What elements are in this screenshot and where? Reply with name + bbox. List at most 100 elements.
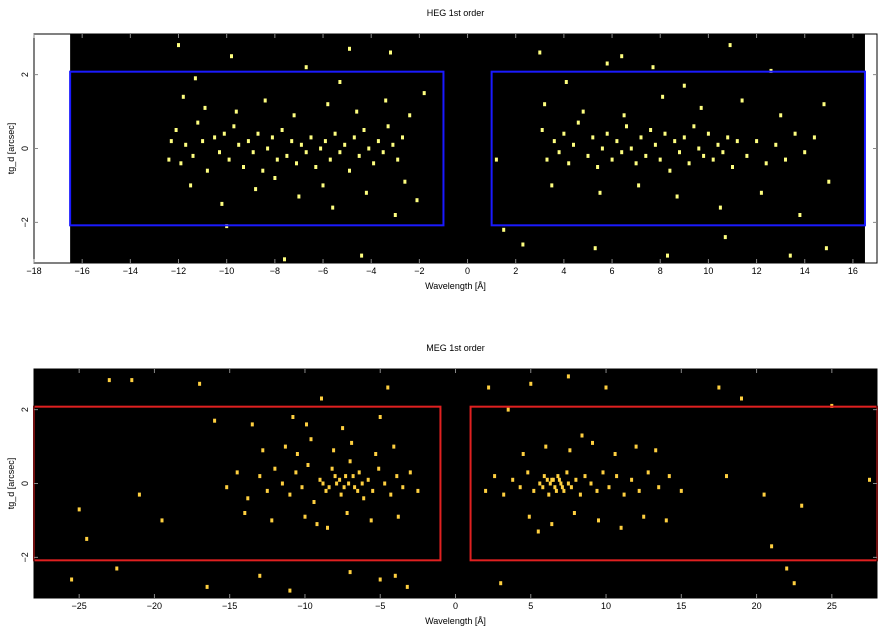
heg-point [634,161,638,166]
meg-point [318,477,322,482]
meg-point [493,474,497,479]
heg-point [494,157,498,162]
heg-point [362,128,366,132]
meg-point [544,444,548,449]
heg-point [299,142,303,147]
heg-point [755,139,759,144]
meg-points [70,374,871,593]
heg-point [723,235,727,240]
heg-point [213,135,217,140]
heg-point [179,161,183,166]
heg-point [290,139,294,144]
heg-point [564,80,568,84]
meg-point [339,492,343,497]
meg-y-axis-label: tg_d [arcsec] [6,458,16,510]
heg-point [649,128,653,132]
meg-point [280,481,284,486]
heg-x-tick-label: 6 [610,266,615,276]
heg-point [682,135,686,140]
heg-point [203,105,207,110]
meg-point [320,396,323,401]
heg-point [256,131,260,136]
meg-point [273,466,277,471]
meg-x-tick-label: −20 [147,601,162,611]
meg-point [315,522,319,527]
heg-x-tick-label: 16 [848,266,858,276]
heg-point [666,253,669,258]
meg-point [130,378,134,383]
meg-x-tick-label: 25 [827,601,837,611]
meg-point [591,440,594,445]
heg-point [396,157,400,162]
heg-y-tick-label: 2 [20,72,30,77]
heg-point [220,201,224,206]
heg-point [270,135,274,140]
meg-point [740,396,743,401]
meg-point [487,385,491,390]
meg-point [395,474,399,479]
meg-point [502,492,506,497]
heg-point [177,43,180,48]
meg-point [541,485,545,490]
heg-y-tick-label: −2 [20,217,30,227]
heg-point [201,139,205,144]
heg-point [403,179,407,184]
meg-point [77,507,81,512]
heg-point [803,150,807,155]
meg-point [553,485,557,490]
meg-point [405,584,409,589]
meg-point [521,452,525,456]
heg-point [798,213,802,217]
heg-point [699,105,703,110]
meg-point [560,485,564,490]
meg-point [378,577,382,582]
meg-point [326,525,329,530]
meg-point [679,488,683,493]
meg-point [657,485,661,490]
meg-point [389,492,393,497]
meg-point [601,470,605,475]
meg-point [321,481,325,486]
meg-point [569,485,573,490]
heg-point [314,165,318,169]
meg-title: MEG 1st order [426,343,485,353]
heg-point [759,190,763,195]
heg-point [338,150,342,155]
meg-point [270,518,274,523]
heg-point [576,120,580,125]
heg-point [422,91,426,96]
meg-point [377,466,381,471]
meg-point [392,444,396,449]
meg-y-tick-label: −2 [20,552,30,562]
meg-point [288,492,292,497]
meg-plot-area [34,369,877,598]
heg-point [196,120,200,125]
meg-point [344,474,348,479]
heg-point [591,135,595,140]
heg-point [232,124,236,129]
heg-point [364,190,368,195]
heg-point [348,46,351,51]
meg-point [341,426,345,431]
heg-point [181,94,185,99]
heg-point [367,146,371,151]
meg-point [393,573,397,578]
meg-point [642,514,646,519]
meg-point [538,481,542,486]
meg-point [654,448,658,453]
meg-point [338,477,342,482]
heg-point [545,157,549,162]
meg-point [499,581,503,586]
heg-point [283,257,286,262]
meg-point [288,588,292,593]
heg-point [230,54,233,59]
heg-point [629,146,633,151]
heg-point [610,157,614,162]
heg-point [764,161,768,166]
heg-point [502,227,506,232]
heg-point [550,183,554,188]
meg-point [265,488,269,493]
heg-point [338,80,342,84]
meg-point [529,381,533,386]
